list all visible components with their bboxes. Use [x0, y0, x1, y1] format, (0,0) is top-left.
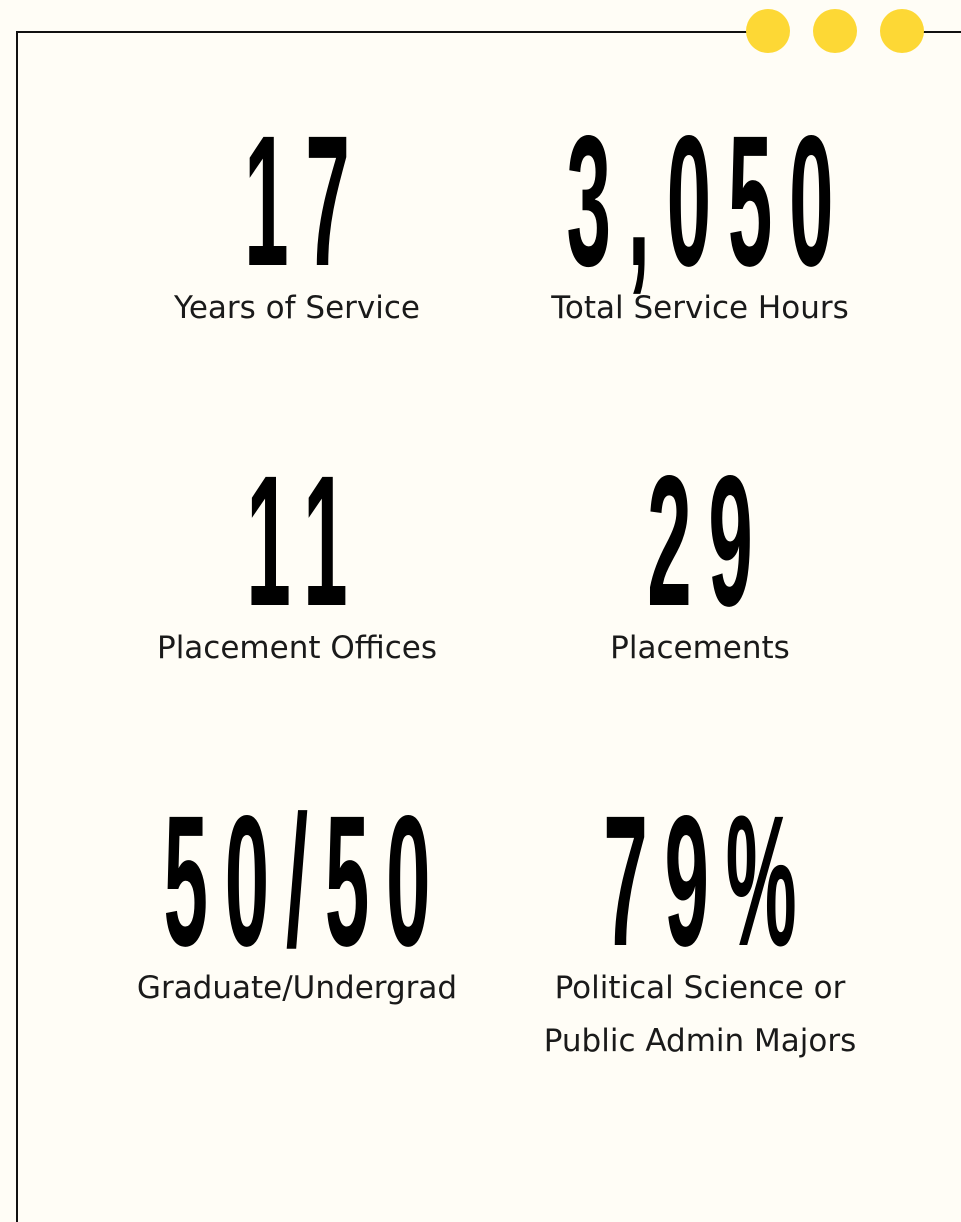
stat-value: 50/50 [164, 777, 448, 985]
stat-label: Graduate/Undergrad [137, 970, 457, 1006]
dot [746, 9, 790, 53]
stat-value: 29 [647, 437, 769, 645]
stat-label: Years of Service [173, 290, 420, 326]
stat-value: 17 [244, 97, 366, 305]
stat-value: 79% [603, 777, 813, 985]
stat-label: Placement Offices [157, 630, 437, 666]
stat-label: Political Science or [555, 970, 846, 1006]
dot [880, 9, 924, 53]
stat-label: Total Service Hours [550, 290, 849, 326]
stat-value: 11 [246, 437, 364, 645]
stat-label: Public Admin Majors [544, 1023, 856, 1059]
stat-value: 3,050 [567, 97, 851, 305]
dot [813, 9, 857, 53]
stat-label: Placements [610, 630, 790, 666]
